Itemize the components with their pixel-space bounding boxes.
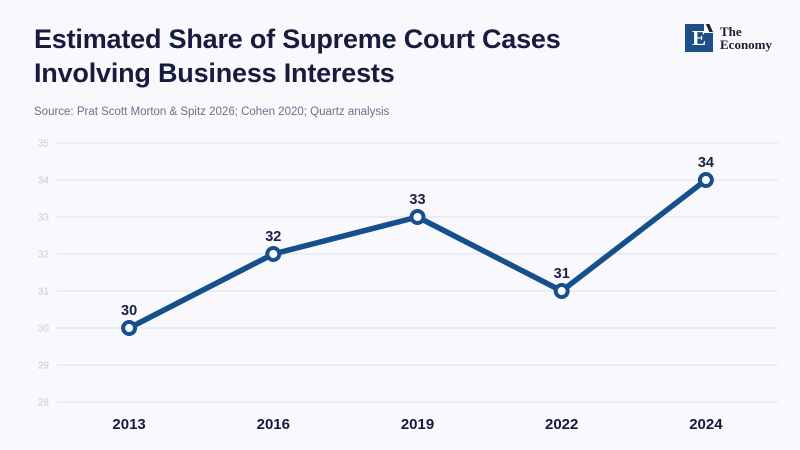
- data-point: [409, 209, 426, 225]
- x-tick-label: 2016: [257, 416, 290, 433]
- logo-quote-notch-icon: [704, 24, 713, 33]
- page-title: Estimated Share of Supreme Court Cases I…: [34, 22, 561, 90]
- data-point: [553, 283, 570, 299]
- brand-logo: E The Economy: [685, 24, 772, 52]
- x-tick-label: 2024: [689, 416, 723, 433]
- data-point: [697, 172, 714, 188]
- y-tick-label: 28: [38, 398, 50, 409]
- y-tick-label: 35: [38, 139, 50, 150]
- logo-letter: E: [691, 26, 706, 50]
- title-line-1: Estimated Share of Supreme Court Cases: [34, 24, 561, 54]
- brand-logo-icon: E: [685, 24, 713, 52]
- brand-name-line-1: The: [720, 24, 742, 39]
- data-label: 30: [121, 303, 137, 319]
- brand-name-line-2: Economy: [720, 37, 772, 52]
- x-tick-label: 2013: [112, 416, 145, 433]
- data-label: 33: [409, 192, 425, 208]
- brand-name: The Economy: [720, 25, 772, 51]
- data-label: 31: [554, 266, 570, 282]
- line-chart: 28 29 30 31 32 33 34 35 30 2013 32 2016 33 2019 31 2022…: [38, 139, 778, 433]
- data-label: 32: [265, 229, 281, 245]
- data-label: 34: [698, 155, 714, 171]
- y-tick-label: 32: [38, 250, 50, 261]
- data-point: [265, 246, 282, 262]
- y-tick-label: 31: [38, 287, 50, 298]
- x-tick-label: 2019: [401, 416, 434, 433]
- y-tick-label: 33: [38, 213, 50, 224]
- x-tick-label: 2022: [545, 416, 578, 433]
- title-line-2: Involving Business Interests: [34, 58, 395, 88]
- source-note: Source: Prat Scott Morton & Spitz 2026; …: [34, 106, 390, 118]
- data-point: [121, 320, 138, 336]
- y-tick-label: 34: [38, 176, 50, 187]
- y-tick-label: 30: [38, 324, 50, 335]
- y-tick-label: 29: [38, 361, 50, 372]
